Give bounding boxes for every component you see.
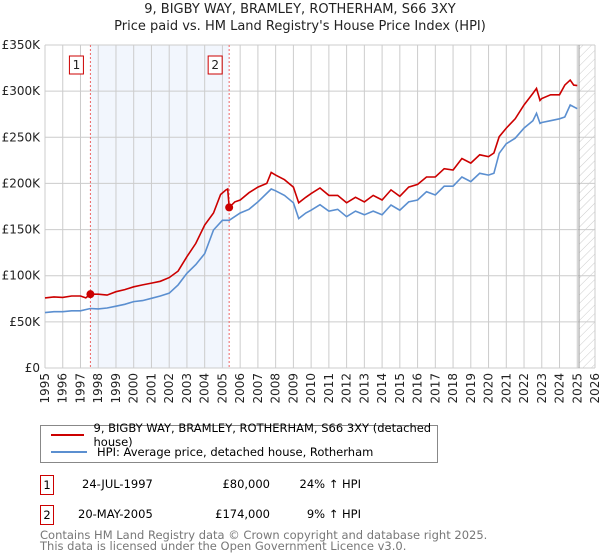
- footer-copyright: Contains HM Land Registry data © Crown c…: [40, 528, 488, 542]
- x-tick-label: 2017: [428, 373, 442, 404]
- sale-label: 1: [73, 58, 81, 72]
- x-tick-label: 2015: [393, 373, 407, 404]
- footer-attribution: Contains HM Land Registry data © Crown c…: [40, 530, 487, 551]
- transaction-price: £174,000: [215, 507, 270, 521]
- x-tick-label: 2007: [251, 373, 265, 404]
- x-tick-label: 2021: [499, 373, 513, 404]
- transaction-hpi-change: 9% ↑ HPI: [306, 507, 361, 521]
- legend-red-line: [51, 434, 84, 436]
- x-tick-label: 2008: [269, 373, 283, 404]
- y-tick-label: £150K: [2, 223, 42, 237]
- x-tick-label: 2024: [553, 373, 567, 404]
- x-tick-label: 2016: [411, 373, 425, 404]
- x-tick-label: 2006: [233, 373, 247, 404]
- y-tick-label: £200K: [2, 176, 42, 190]
- legend-item-hpi: HPI: Average price, detached house, Roth…: [41, 444, 373, 460]
- legend-blue-line: [51, 451, 87, 453]
- x-tick-label: 2019: [464, 373, 478, 404]
- forecast-hatch: [579, 45, 595, 368]
- y-tick-label: £350K: [2, 38, 42, 52]
- x-tick-label: 2025: [570, 373, 584, 404]
- transaction-date: 20-MAY-2005: [78, 507, 153, 521]
- x-tick-label: 2022: [517, 373, 531, 404]
- sale-label-box: [207, 55, 223, 75]
- x-tick-label: 2001: [144, 373, 158, 404]
- x-tick-label: 2014: [375, 373, 389, 404]
- x-tick-label: 2011: [322, 373, 336, 404]
- price-chart: 1995 1996 1997 1998 1999 2000 2001 2002 2003 2004…: [2, 38, 600, 404]
- transaction-hpi-change: 24% ↑ HPI: [299, 477, 361, 491]
- x-tick-label: 1996: [56, 373, 70, 404]
- x-tick-label: 1995: [38, 373, 52, 404]
- x-tick-label: 2009: [286, 373, 300, 404]
- transaction-marker: 2: [40, 505, 54, 525]
- series-line: [44, 103, 578, 314]
- y-tick-label: £300K: [2, 84, 42, 98]
- chart-title-address: 9, BIGBY WAY, BRAMLEY, ROTHERHAM, S66 3X…: [144, 2, 456, 17]
- transaction-marker: 1: [40, 475, 54, 495]
- chart-legend: 9, BIGBY WAY, BRAMLEY, ROTHERHAM, S66 3X…: [40, 421, 438, 463]
- sale-point: [225, 203, 234, 212]
- y-tick-label: £250K: [2, 130, 42, 144]
- x-tick-label: 1997: [73, 373, 87, 404]
- x-tick-label: 2000: [127, 373, 141, 404]
- x-tick-label: 2005: [215, 373, 229, 404]
- x-tick-label: 2010: [304, 373, 318, 404]
- x-tick-label: 1999: [109, 373, 123, 404]
- x-tick-label: 2012: [340, 373, 354, 404]
- y-tick-label: £100K: [2, 269, 42, 283]
- sale-label: 2: [211, 58, 219, 72]
- y-tick-label: £50K: [9, 315, 41, 329]
- sale-period-shading: [90, 45, 230, 368]
- x-tick-label: 2002: [162, 373, 176, 404]
- x-tick-label: 2003: [180, 373, 194, 404]
- chart-title: Price paid vs. HM Land Registry's House …: [114, 19, 486, 34]
- x-tick-label: 1998: [91, 373, 105, 404]
- x-tick-label: 2023: [535, 373, 549, 404]
- x-tick-label: 2018: [446, 373, 460, 404]
- x-tick-label: 2004: [198, 373, 212, 404]
- sale-label-box: [68, 55, 84, 75]
- x-tick-label: 2026: [588, 373, 600, 404]
- series-line: [44, 78, 578, 299]
- legend-label-property: 9, BIGBY WAY, BRAMLEY, ROTHERHAM, S66 3X…: [93, 421, 432, 449]
- y-tick-label: £0: [25, 361, 40, 375]
- legend-item-property: 9, BIGBY WAY, BRAMLEY, ROTHERHAM, S66 3X…: [41, 421, 437, 449]
- legend-label-hpi: HPI: Average price, detached house, Roth…: [97, 445, 374, 459]
- sale-point: [86, 290, 95, 299]
- x-tick-label: 2020: [482, 373, 496, 404]
- transaction-price: £80,000: [222, 477, 270, 491]
- transaction-date: 24-JUL-1997: [82, 477, 153, 491]
- footer-licence: This data is licensed under the Open Gov…: [40, 538, 407, 553]
- x-tick-label: 2013: [357, 373, 371, 404]
